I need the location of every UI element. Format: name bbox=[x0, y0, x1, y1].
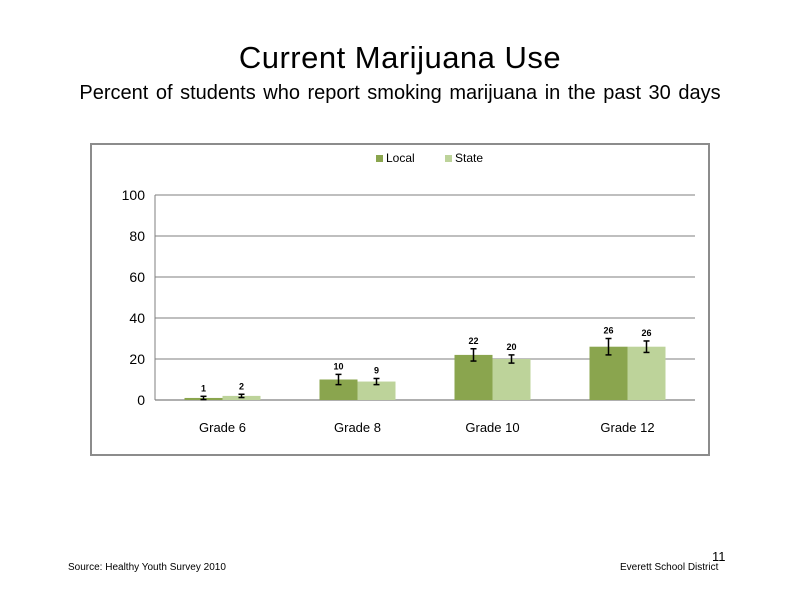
y-tick-label: 0 bbox=[137, 392, 145, 408]
source-note: Source: Healthy Youth Survey 2010 bbox=[68, 562, 226, 573]
y-tick-label: 60 bbox=[129, 269, 145, 285]
x-tick-label: Grade 12 bbox=[600, 420, 654, 435]
y-tick-label: 40 bbox=[129, 310, 145, 326]
bar-local bbox=[319, 379, 358, 400]
legend-label-state: State bbox=[455, 151, 483, 165]
data-label: 9 bbox=[374, 365, 379, 375]
legend-swatch-state bbox=[445, 155, 452, 162]
y-tick-label: 100 bbox=[122, 187, 146, 203]
x-tick-label: Grade 8 bbox=[334, 420, 381, 435]
bar-state bbox=[357, 381, 396, 400]
data-label: 2 bbox=[239, 381, 244, 391]
legend-swatch-local bbox=[376, 155, 383, 162]
page-number: 11 bbox=[712, 549, 726, 564]
legend-label-local: Local bbox=[386, 151, 415, 165]
data-label: 20 bbox=[506, 342, 516, 352]
district-name: Everett School District bbox=[620, 562, 719, 573]
y-tick-label: 20 bbox=[129, 351, 145, 367]
y-tick-label: 80 bbox=[129, 228, 145, 244]
data-label: 26 bbox=[641, 328, 651, 338]
chart-subtitle: Percent of students who report smoking m… bbox=[79, 82, 721, 104]
data-label: 10 bbox=[333, 361, 343, 371]
x-tick-label: Grade 10 bbox=[465, 420, 519, 435]
x-tick-label: Grade 6 bbox=[199, 420, 246, 435]
chart-title: Current Marijuana Use bbox=[238, 40, 562, 75]
data-label: 22 bbox=[468, 336, 478, 346]
data-label: 26 bbox=[603, 326, 613, 336]
data-label: 1 bbox=[201, 383, 206, 393]
bar-state bbox=[492, 359, 531, 400]
bar-local bbox=[454, 354, 493, 400]
bar-state bbox=[627, 346, 666, 400]
